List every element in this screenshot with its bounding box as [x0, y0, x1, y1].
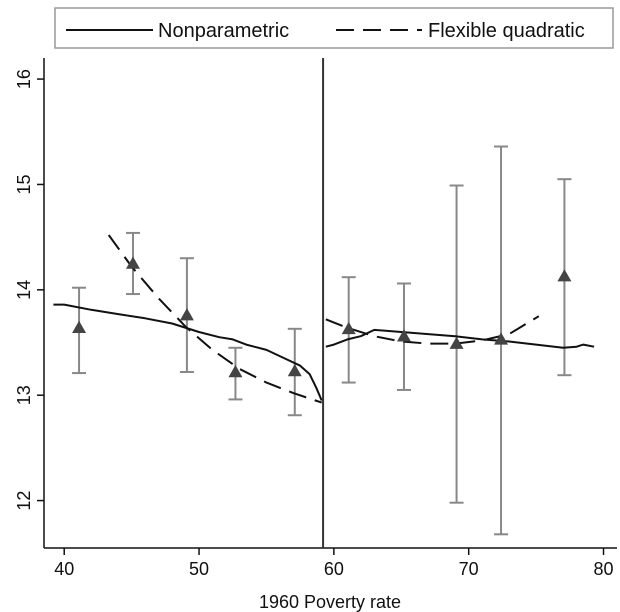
x-ticks: 40 50 60 70 80: [54, 548, 614, 579]
triangle-marker: [557, 269, 572, 282]
y-tick-label: 16: [14, 69, 34, 89]
x-tick-label: 70: [459, 559, 479, 579]
triangle-marker: [341, 321, 356, 335]
y-ticks: 12 13 14 15 16: [14, 69, 44, 511]
legend: Nonparametric Flexible quadratic: [54, 7, 614, 49]
legend-box: [54, 7, 614, 49]
x-tick-label: 60: [324, 559, 344, 579]
triangle-marker: [287, 363, 302, 377]
x-axis-title: 1960 Poverty rate: [259, 592, 401, 612]
y-tick-label: 12: [14, 491, 34, 511]
legend-label-flexible-quadratic: Flexible quadratic: [428, 20, 585, 42]
triangle-marker: [494, 332, 509, 345]
y-tick-label: 14: [14, 280, 34, 300]
legend-label-nonparametric: Nonparametric: [158, 20, 289, 42]
y-tick-label: 13: [14, 385, 34, 405]
series-line-flexible-quadratic: [325, 315, 540, 345]
x-tick-label: 80: [594, 559, 614, 579]
series-line-flexible-quadratic: [107, 234, 323, 404]
triangle-marker: [72, 320, 87, 334]
triangle-marker: [179, 308, 194, 321]
triangle-marker: [449, 336, 464, 349]
point-markers: [72, 256, 572, 378]
triangle-marker: [228, 365, 243, 378]
series-line-nonparametric: [53, 303, 323, 401]
y-tick-label: 15: [14, 174, 34, 194]
series-line-nonparametric: [325, 328, 595, 349]
plot-area: 40 50 60 70 80 12 13 14 15 16: [14, 58, 617, 579]
triangle-marker: [396, 329, 411, 342]
x-tick-label: 40: [54, 559, 74, 579]
x-tick-label: 50: [189, 559, 209, 579]
triangle-marker: [125, 256, 140, 269]
